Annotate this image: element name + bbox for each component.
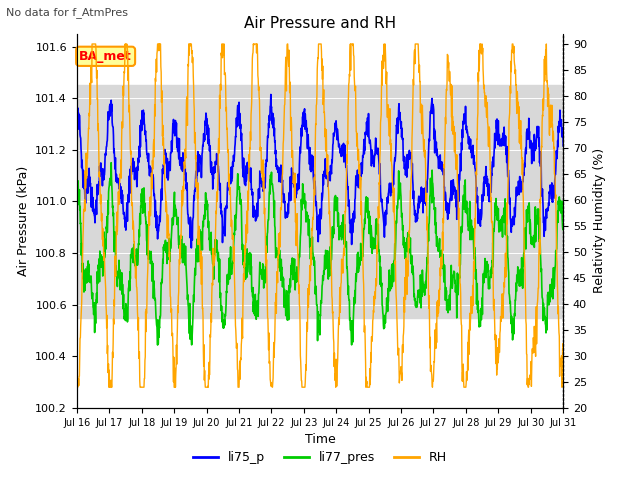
Title: Air Pressure and RH: Air Pressure and RH bbox=[244, 16, 396, 31]
Bar bbox=[77, 85, 563, 318]
Legend: li75_p, li77_pres, RH: li75_p, li77_pres, RH bbox=[188, 446, 452, 469]
X-axis label: Time: Time bbox=[305, 433, 335, 446]
Text: No data for f_AtmPres: No data for f_AtmPres bbox=[6, 7, 129, 18]
Y-axis label: Air Pressure (kPa): Air Pressure (kPa) bbox=[17, 166, 30, 276]
Text: BA_met: BA_met bbox=[79, 50, 132, 63]
Y-axis label: Relativity Humidity (%): Relativity Humidity (%) bbox=[593, 148, 605, 293]
